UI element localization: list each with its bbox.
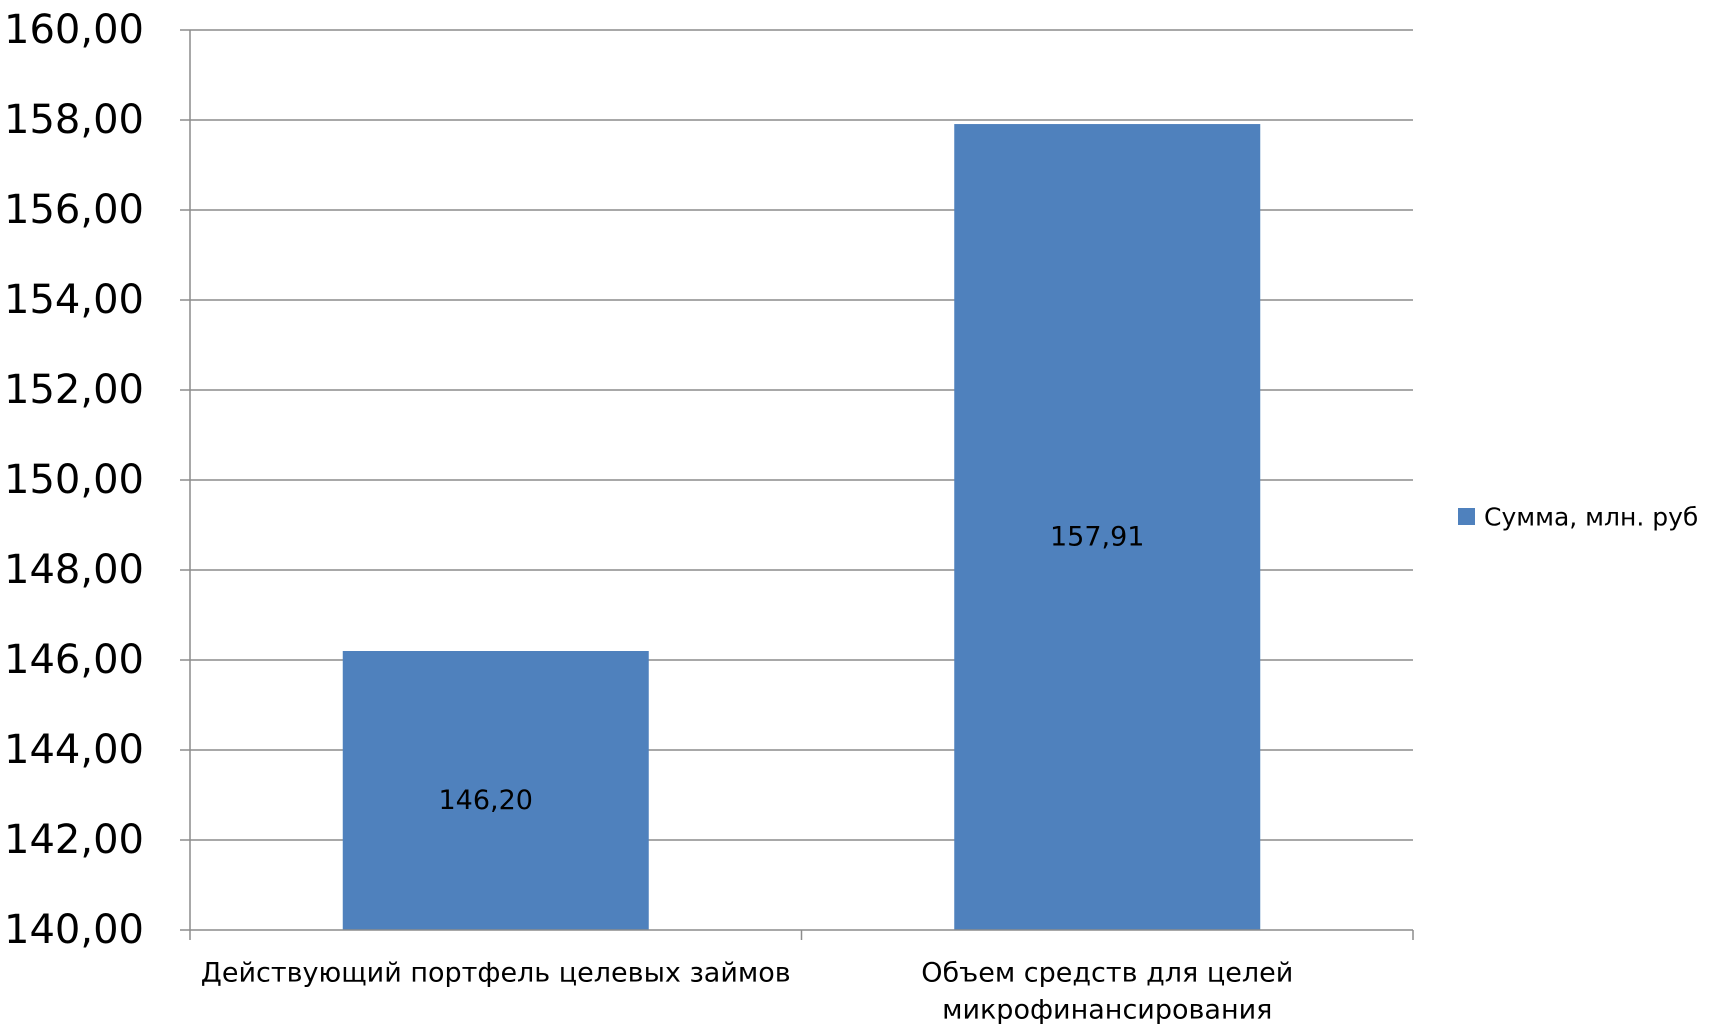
data-label: 146,20	[439, 785, 533, 816]
legend-label: Сумма, млн. руб	[1484, 503, 1698, 532]
y-tick-label: 152,00	[4, 367, 144, 413]
legend: Сумма, млн. руб	[1458, 503, 1698, 532]
data-label: 157,91	[1050, 522, 1144, 553]
y-tick-label: 158,00	[4, 97, 144, 143]
y-tick-label: 144,00	[4, 727, 144, 773]
y-tick-label: 142,00	[4, 817, 144, 863]
y-tick-label: 148,00	[4, 547, 144, 593]
y-tick-label: 150,00	[4, 457, 144, 503]
axes	[180, 29, 1414, 940]
y-tick-label: 140,00	[4, 907, 144, 953]
data-labels: 146,20 157,91	[439, 522, 1145, 816]
y-tick-labels: 140,00 142,00 144,00 146,00 148,00 150,00 152,…	[4, 7, 144, 953]
x-tick-label: Действующий портфель целевых займов	[201, 958, 791, 989]
x-tick-label: микрофинансирования	[942, 995, 1272, 1026]
y-tick-label: 156,00	[4, 187, 144, 233]
bar	[954, 124, 1261, 931]
y-tick-label: 146,00	[4, 637, 144, 683]
bars	[342, 124, 1261, 931]
legend-swatch	[1458, 508, 1475, 525]
bar	[342, 651, 649, 930]
x-tick-label: Объем средств для целей	[921, 958, 1293, 989]
y-tick-label: 160,00	[4, 7, 144, 53]
y-tick-label: 154,00	[4, 277, 144, 323]
x-tick-labels: Действующий портфель целевых займов Объем…	[201, 958, 1293, 1026]
